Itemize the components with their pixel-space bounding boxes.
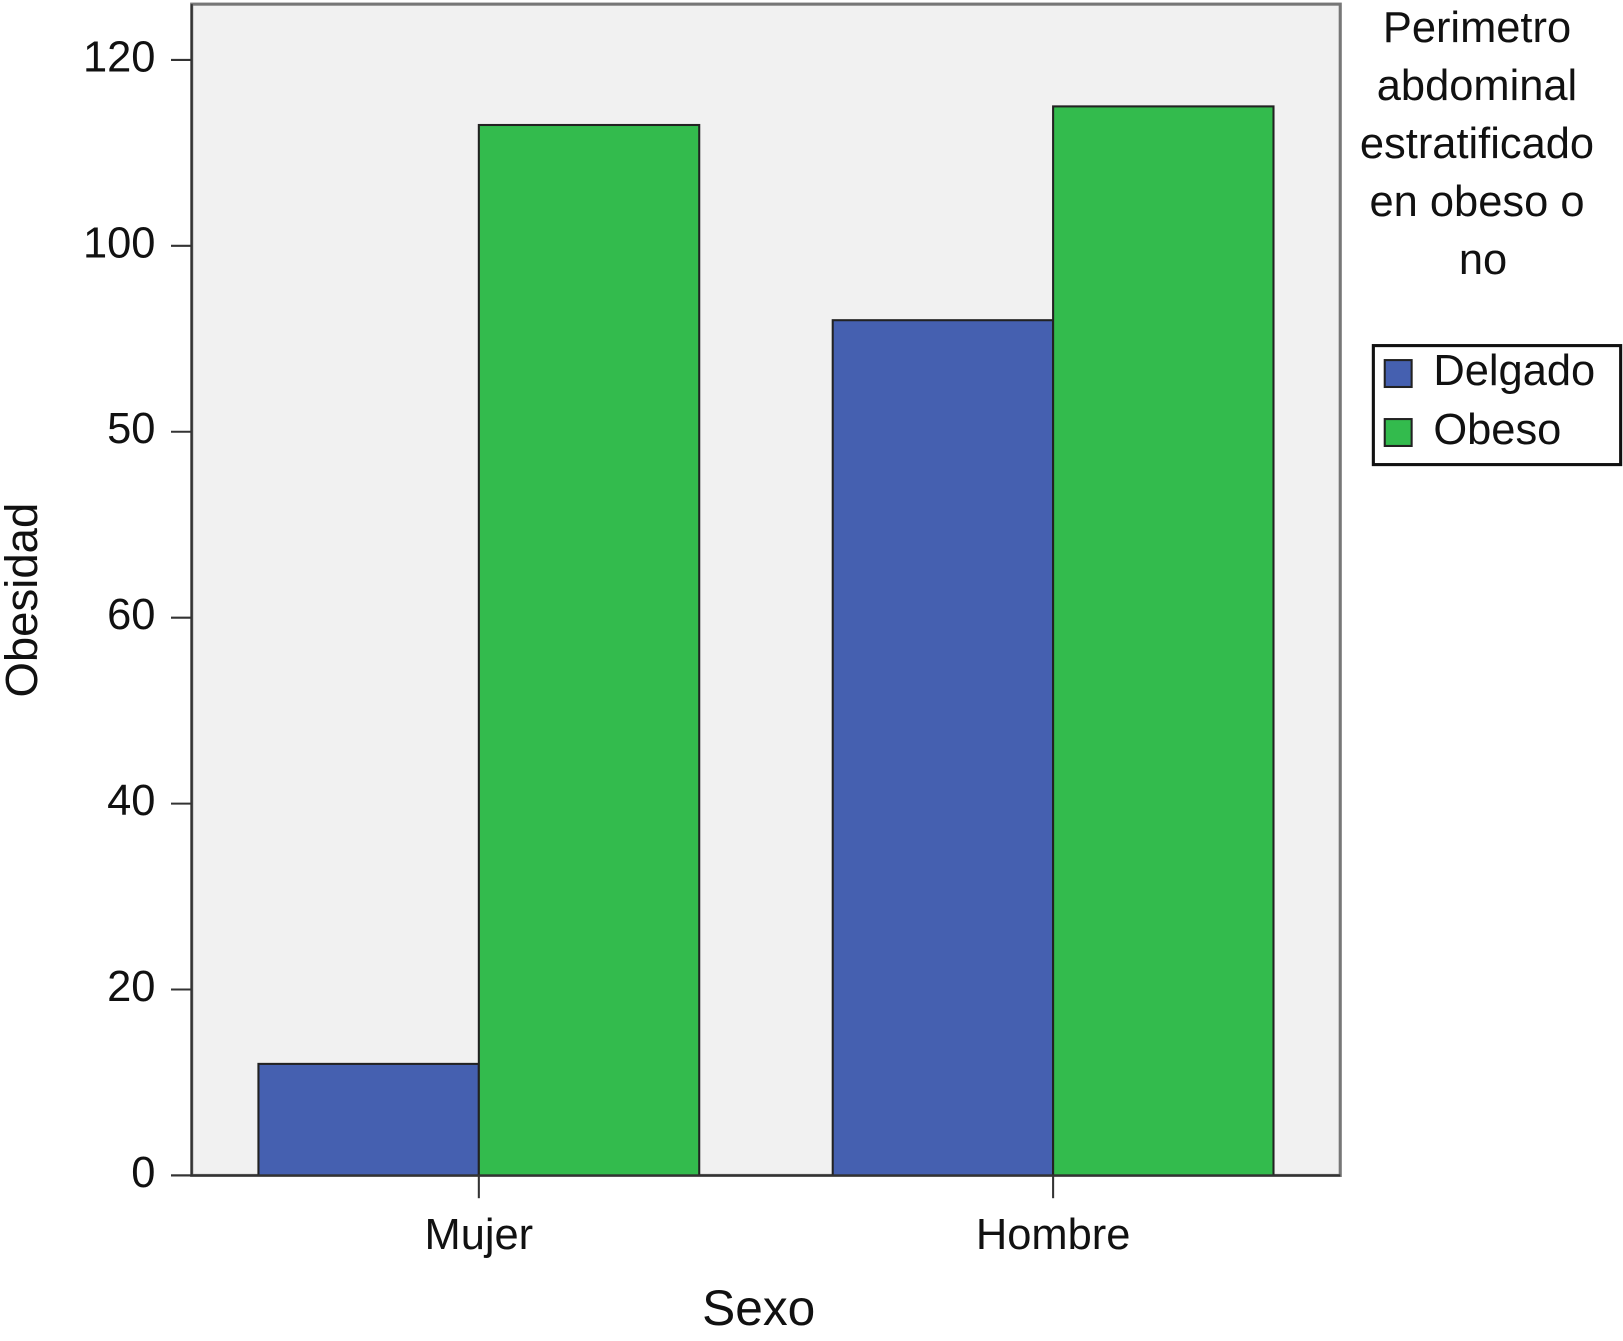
y-tick-label: 100: [83, 219, 155, 267]
legend-label: Obeso: [1433, 406, 1561, 454]
y-tick-label: 60: [107, 591, 155, 639]
legend-title: Perimetro abdominal estratificado en obe…: [1360, 5, 1606, 285]
legend-swatch: [1383, 418, 1413, 447]
legend-swatch: [1383, 359, 1413, 389]
x-axis-title: Sexo: [702, 1280, 815, 1336]
bar: [1052, 105, 1275, 1177]
y-tick-label: 50: [107, 405, 155, 453]
x-tick-label: Hombre: [976, 1211, 1131, 1259]
legend-box: [1371, 344, 1623, 467]
y-tick-label: 20: [107, 963, 155, 1011]
bar: [257, 1062, 480, 1177]
y-tick-label: 40: [107, 777, 155, 825]
bar: [477, 123, 701, 1177]
bar: [831, 319, 1055, 1177]
y-tick-label: 120: [83, 33, 155, 81]
x-tick-label: Mujer: [425, 1211, 534, 1259]
y-tick-label: 0: [131, 1149, 155, 1197]
y-axis-title: Obesidad: [0, 503, 47, 698]
legend-label: Delgado: [1433, 347, 1595, 395]
